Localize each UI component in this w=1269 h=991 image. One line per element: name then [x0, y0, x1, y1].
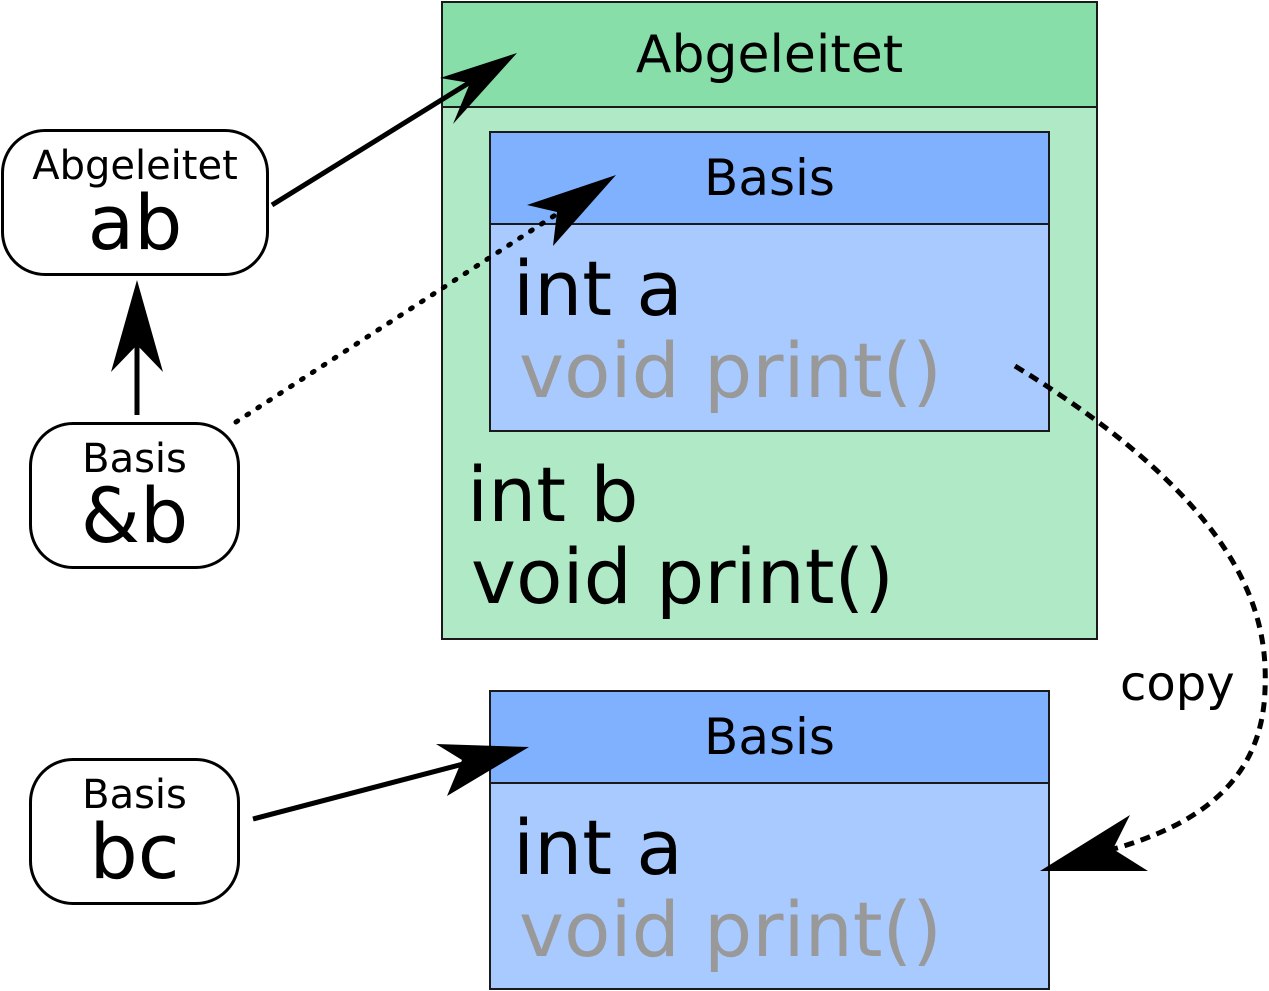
variable-b-ref: Basis &b	[29, 422, 240, 569]
arrow-ab-to-derived	[270, 53, 517, 208]
variable-ab: Abgeleitet ab	[1, 129, 269, 276]
variable-ab-type: Abgeleitet	[32, 143, 238, 190]
embedded-base-member-a: int a	[513, 244, 683, 333]
copied-base-member-a: int a	[513, 803, 683, 892]
variable-bc-name: bc	[89, 807, 180, 897]
copied-base-member-print: void print()	[519, 885, 942, 974]
derived-member-print: void print()	[471, 532, 894, 621]
variable-bc-type: Basis	[82, 772, 187, 819]
embedded-base-object-box: Basis int a void print()	[489, 131, 1050, 432]
variable-bc: Basis bc	[29, 758, 240, 905]
variable-ab-name: ab	[87, 178, 183, 268]
arrow-bref-to-ab	[111, 280, 163, 415]
derived-object-box: Abgeleitet Basis int a void print() int …	[441, 1, 1098, 640]
derived-class-header: Abgeleitet	[443, 3, 1096, 108]
copied-base-object-box: Basis int a void print()	[489, 690, 1050, 990]
embedded-base-member-print: void print()	[519, 326, 942, 415]
variable-b-ref-name: &b	[80, 471, 189, 561]
copied-base-header: Basis	[491, 692, 1048, 784]
variable-b-ref-type: Basis	[82, 436, 187, 483]
arrow-bref-to-embedded-base	[233, 175, 616, 425]
derived-member-b: int b	[467, 450, 639, 539]
arrow-bc-to-copied-base	[252, 744, 529, 822]
copy-label: copy	[1120, 656, 1235, 712]
arrow-copy	[1013, 363, 1268, 871]
